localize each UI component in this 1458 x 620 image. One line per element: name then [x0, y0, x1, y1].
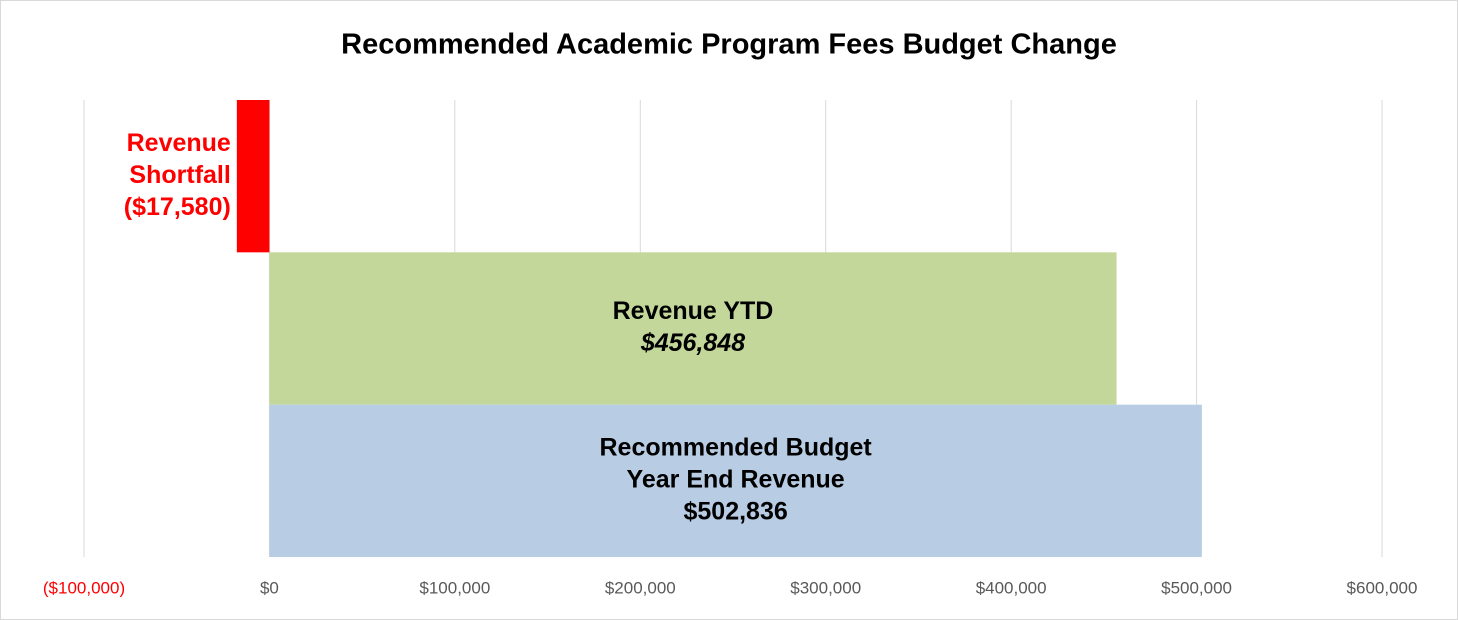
x-tick-label: $200,000 — [605, 578, 676, 597]
value-label: $456,848 — [640, 329, 745, 357]
category-label: Year End Revenue — [627, 465, 845, 493]
x-tick-label: ($100,000) — [43, 578, 125, 597]
chart-title: Recommended Academic Program Fees Budget… — [341, 29, 1117, 61]
category-label: Shortfall — [129, 161, 230, 189]
x-tick-label: $0 — [260, 578, 279, 597]
x-tick-label: $600,000 — [1347, 578, 1418, 597]
x-tick-label: $300,000 — [790, 578, 861, 597]
category-label: Revenue — [127, 129, 231, 157]
value-label: ($17,580) — [124, 193, 231, 221]
x-tick-label: $500,000 — [1161, 578, 1232, 597]
bar — [269, 252, 1117, 405]
bar — [269, 404, 1202, 557]
bar — [236, 100, 270, 253]
category-label: Revenue YTD — [613, 297, 774, 325]
x-tick-label: $100,000 — [419, 578, 490, 597]
category-label: Recommended Budget — [599, 433, 872, 461]
x-tick-label: $400,000 — [976, 578, 1047, 597]
value-label: $502,836 — [683, 497, 787, 525]
